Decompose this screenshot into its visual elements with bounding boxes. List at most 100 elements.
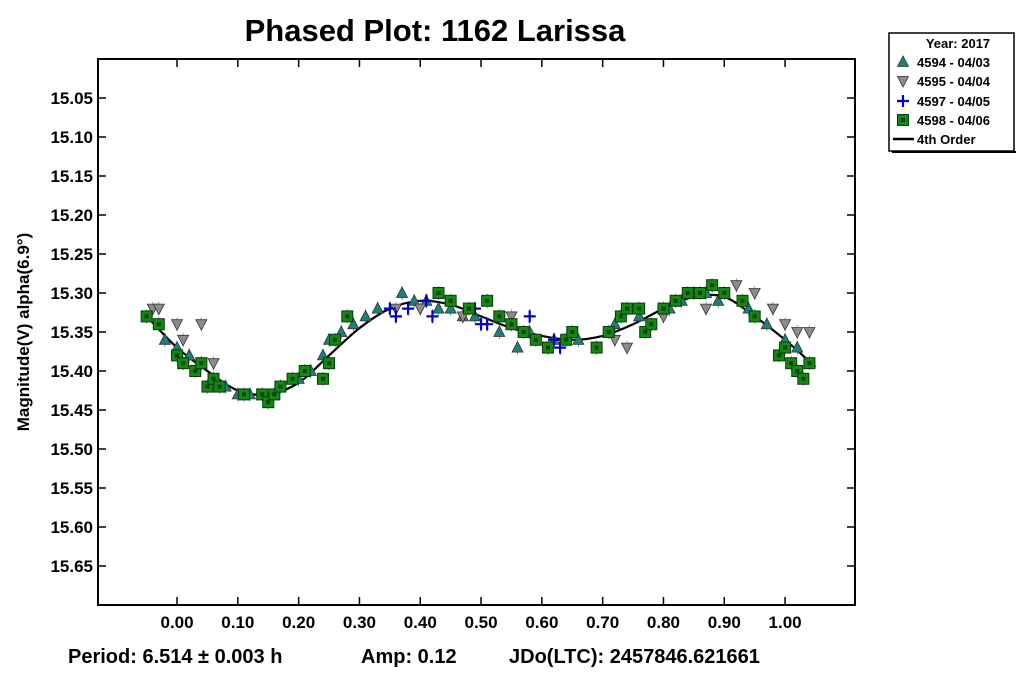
data-point [347, 317, 360, 330]
data-point-center [776, 353, 781, 358]
legend-marker-1 [896, 76, 910, 88]
legend: Year: 2017 4594 - 04/03 4595 - 04/04 459… [888, 32, 1016, 153]
y-tick-label: 15.35 [50, 323, 93, 342]
x-tick-label: 0.00 [160, 613, 193, 632]
data-point-center [272, 392, 277, 397]
data-point-center [801, 376, 806, 381]
x-axis: 0.00 0.10 0.20 0.30 0.40 0.50 0.60 0.70 0.80 0.90… [160, 59, 802, 632]
data-point-center [466, 306, 471, 311]
data-point-center [199, 361, 204, 366]
y-tick-label: 15.15 [50, 167, 93, 186]
footer-amplitude: Amp: 0.12 [361, 646, 457, 668]
data-point-center [570, 330, 575, 334]
data-point-center [673, 298, 678, 303]
data-point-center [685, 291, 690, 295]
data-point [548, 333, 561, 346]
legend-entry-4595: 4595 - 04/04 [917, 74, 991, 89]
fit-curve [145, 293, 817, 396]
data-point-center [624, 306, 629, 311]
data-point [760, 317, 773, 330]
data-point [766, 303, 780, 316]
legend-marker-3-center [901, 118, 905, 122]
legend-entry-4597: 4597 - 04/05 [917, 94, 990, 109]
data-point [712, 293, 725, 306]
data-point [444, 301, 457, 314]
data-point-center [217, 384, 222, 389]
legend-marker-0 [896, 55, 910, 67]
legend-entry-fit: 4th Order [917, 132, 976, 147]
data-point [408, 293, 421, 306]
data-point [152, 303, 165, 316]
data-point [414, 303, 427, 316]
data-point [170, 319, 184, 332]
legend-title: Year: 2017 [926, 36, 990, 51]
data-point [505, 311, 518, 324]
data-point [632, 309, 646, 322]
data-point-center [521, 330, 526, 334]
y-tick-label: 15.50 [50, 440, 93, 459]
x-tick-label: 0.70 [586, 613, 619, 632]
x-tick-label: 0.60 [525, 613, 558, 632]
data-point [383, 302, 396, 315]
y-tick-label: 15.30 [50, 284, 93, 303]
data-point [468, 309, 482, 322]
data-point-center [181, 361, 186, 366]
data-point-center [333, 337, 338, 342]
data-point-center [144, 314, 149, 319]
data-point-center [193, 369, 198, 373]
data-point [207, 358, 220, 371]
data-point [426, 310, 439, 323]
plot-frame [97, 58, 856, 606]
y-tick-label: 15.20 [50, 206, 93, 225]
data-point-center [497, 314, 502, 319]
data-point-center [606, 330, 611, 334]
data-point-center [618, 314, 623, 319]
data-point-center [545, 345, 550, 350]
data-point [432, 301, 445, 314]
legend-marker-2 [897, 95, 909, 107]
data-point [730, 280, 743, 293]
data-point [791, 340, 804, 353]
data-point-center [205, 384, 210, 389]
x-tick-label: 0.50 [465, 613, 498, 632]
data-point [748, 288, 761, 300]
data-point-center [327, 361, 332, 366]
data-point-center [807, 361, 812, 366]
data-point-center [320, 376, 325, 381]
data-point-center [643, 330, 648, 334]
data-point-center [241, 392, 246, 397]
data-point-center [594, 345, 599, 350]
data-point [523, 310, 536, 323]
data-point [791, 327, 804, 339]
data-point [402, 302, 415, 315]
x-tick-label: 0.40 [404, 613, 437, 632]
data-point-center [509, 322, 514, 327]
data-point-center [783, 345, 788, 350]
data-point-center [697, 291, 702, 295]
data-point [572, 332, 585, 345]
x-tick-label: 1.00 [769, 613, 802, 632]
data-point-center [436, 291, 441, 295]
data-point-center [661, 306, 666, 311]
data-point-center [722, 291, 727, 295]
footer-period: Period: 6.514 ± 0.003 h [68, 646, 282, 668]
data-point [359, 309, 372, 322]
legend-entry-4598: 4598 - 04/06 [917, 113, 990, 128]
data-point [371, 301, 384, 314]
y-axis: 15.05 15.10 15.15 15.20 15.25 15.30 15.35 15.40… [50, 89, 855, 576]
y-tick-label: 15.10 [50, 128, 93, 147]
data-point [554, 341, 567, 354]
data-point [493, 325, 506, 337]
x-tick-label: 0.20 [282, 613, 315, 632]
data-point [389, 310, 402, 323]
data-point [176, 334, 190, 347]
data-point-center [175, 353, 180, 358]
x-tick-label: 0.80 [647, 613, 680, 632]
data-point [395, 286, 409, 298]
data-point-center [345, 314, 350, 319]
y-tick-label: 15.55 [50, 479, 93, 498]
data-point-center [485, 298, 490, 303]
series-3 [140, 278, 816, 410]
fit-line [145, 293, 817, 396]
